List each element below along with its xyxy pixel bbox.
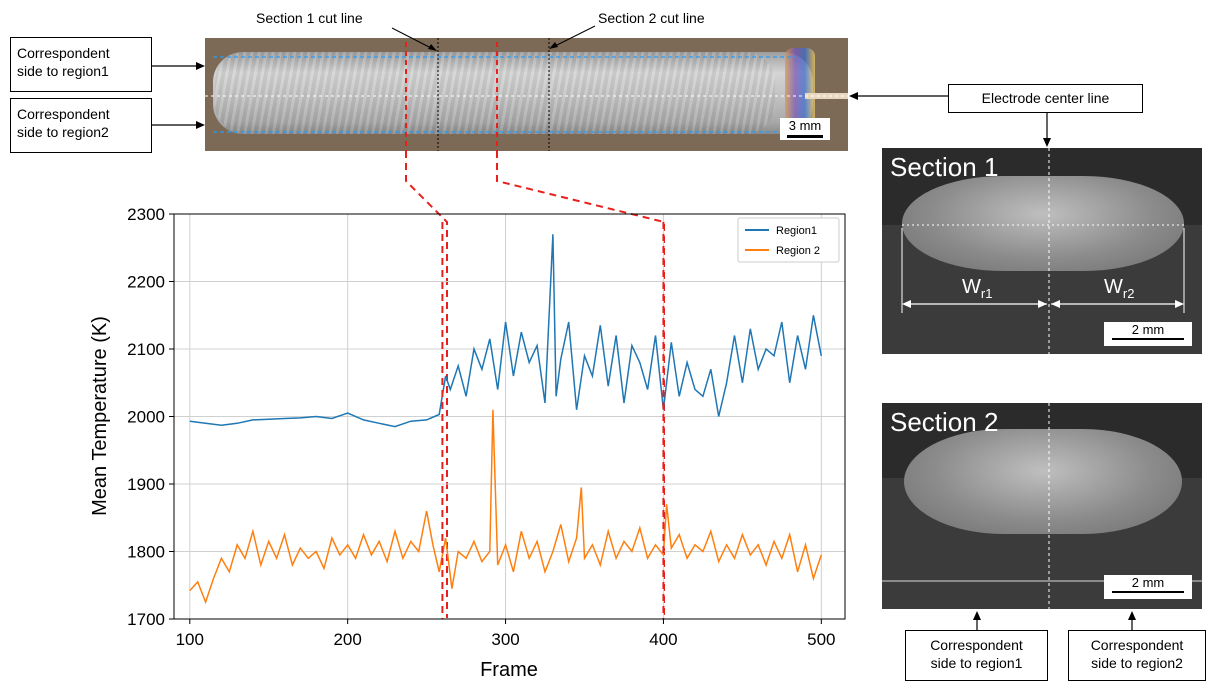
x-tick-label: 100	[176, 630, 204, 649]
electrode-center-box: Electrode center line	[948, 84, 1143, 113]
region1-side-line2: side to region1	[17, 63, 109, 79]
bottom-region1-line1: Correspondent	[930, 637, 1023, 653]
bead-scale-bar: 3 mm	[780, 118, 830, 140]
legend-region2: Region 2	[776, 245, 820, 257]
section2-scale-bar: 2 mm	[1104, 575, 1192, 599]
y-tick-label: 2200	[127, 273, 165, 292]
region2-side-line2: side to region2	[17, 124, 109, 140]
section2-cut-label: Section 2 cut line	[598, 10, 705, 26]
wr2-label: Wr2	[1104, 276, 1135, 301]
electrode-center-label: Electrode center line	[981, 90, 1110, 106]
region2-side-box: Correspondent side to region2	[10, 98, 152, 153]
legend-region1: Region1	[776, 225, 817, 237]
section1-connector	[405, 151, 448, 618]
bottom-region2-line1: Correspondent	[1090, 637, 1184, 653]
section2-micrograph: Section 2 2 mm	[882, 403, 1202, 609]
x-axis-label: Frame	[480, 659, 538, 681]
series-line-1	[189, 234, 823, 428]
y-axis-label: Mean Temperature (K)	[89, 316, 111, 516]
bead-scale-label: 3 mm	[788, 118, 822, 133]
region1-side-box: Correspondent side to region1	[10, 37, 152, 92]
region1-side-line1: Correspondent	[17, 45, 110, 61]
section1-cut-label: Section 1 cut line	[256, 10, 363, 26]
wr1-label: Wr1	[962, 276, 993, 301]
y-tick-label: 1900	[127, 475, 165, 494]
x-tick-label: 400	[649, 630, 677, 649]
bottom-region2-box: Correspondent side to region2	[1068, 630, 1206, 681]
y-tick-label: 2000	[127, 408, 165, 427]
series-line-2	[189, 409, 823, 605]
region2-side-line1: Correspondent	[17, 106, 110, 122]
legend: Region1 Region 2	[737, 217, 840, 263]
section2-title: Section 2	[890, 407, 999, 437]
y-tick-label: 2100	[127, 340, 165, 359]
section1-title: Section 1	[890, 152, 999, 182]
bottom-region1-line2: side to region1	[930, 655, 1023, 671]
x-tick-label: 500	[807, 630, 835, 649]
x-tick-label: 300	[491, 630, 519, 649]
y-tick-label: 1700	[127, 610, 165, 629]
y-tick-label: 2300	[127, 205, 165, 224]
bottom-region2-line2: side to region2	[1091, 655, 1183, 671]
section1-scale-bar: 2 mm	[1104, 322, 1192, 346]
y-tick-label: 1800	[127, 543, 165, 562]
section1-micrograph: Section 1 Wr1 Wr2 2 mm	[882, 148, 1202, 354]
x-tick-label: 200	[333, 630, 361, 649]
bottom-region1-box: Correspondent side to region1	[905, 630, 1048, 681]
